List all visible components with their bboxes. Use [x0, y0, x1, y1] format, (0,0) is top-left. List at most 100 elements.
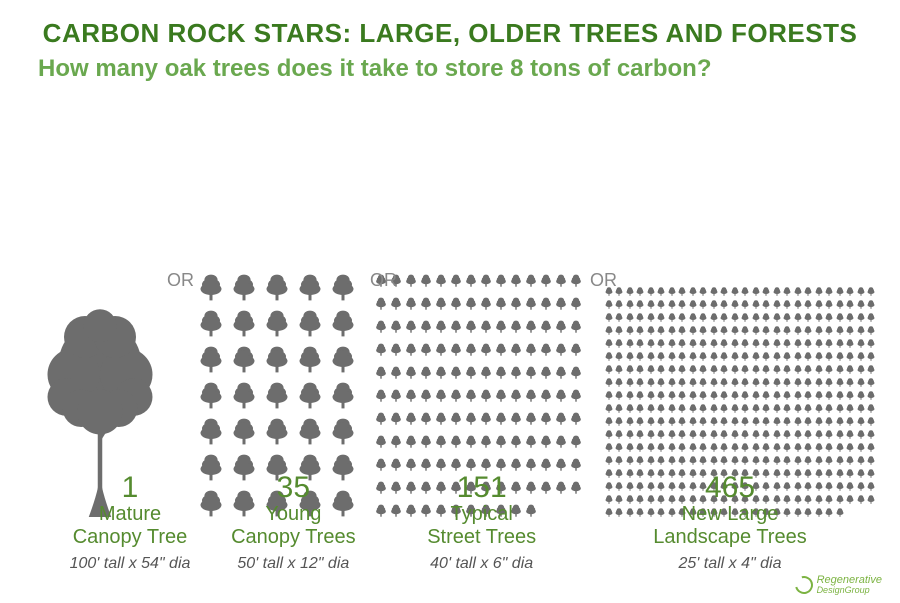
tree-icon — [449, 434, 463, 448]
tree-icon — [295, 271, 325, 301]
tree-icon — [539, 342, 553, 356]
tree-icon — [656, 429, 666, 439]
tree-icon — [751, 364, 761, 374]
tree-icon — [835, 455, 845, 465]
tree-icon — [434, 273, 448, 287]
tree-icon — [803, 299, 813, 309]
tree-icon — [688, 312, 698, 322]
tree-icon — [719, 377, 729, 387]
tree-icon — [793, 364, 803, 374]
tree-icon — [740, 416, 750, 426]
tree-icon — [761, 364, 771, 374]
tree-icon — [604, 429, 614, 439]
tree-icon — [404, 365, 418, 379]
tree-icon — [635, 286, 645, 296]
tree-icon — [730, 364, 740, 374]
tree-icon — [740, 403, 750, 413]
tree-icon — [656, 299, 666, 309]
tree-icon — [793, 338, 803, 348]
tree-icon — [803, 377, 813, 387]
tree-icon — [751, 286, 761, 296]
tree-icon — [814, 390, 824, 400]
tree-icon — [677, 286, 687, 296]
tree-icon — [772, 455, 782, 465]
tree-icon — [814, 377, 824, 387]
tree-icon — [494, 457, 508, 471]
tree-icon — [635, 299, 645, 309]
tree-icon — [604, 403, 614, 413]
tree-icon — [404, 319, 418, 333]
tree-icon — [688, 390, 698, 400]
tree-icon — [751, 416, 761, 426]
tree-icon — [751, 390, 761, 400]
tree-icon — [389, 365, 403, 379]
tree-icon — [688, 416, 698, 426]
tree-icon — [751, 312, 761, 322]
tree-icon — [835, 299, 845, 309]
tree-icon — [730, 403, 740, 413]
tree-icon — [509, 273, 523, 287]
tree-icon — [625, 325, 635, 335]
tree-count: 1 — [50, 473, 210, 503]
tree-icon — [719, 403, 729, 413]
tree-icon — [509, 411, 523, 425]
tree-icon — [449, 411, 463, 425]
tree-icon — [604, 351, 614, 361]
tree-icon — [782, 429, 792, 439]
tree-icon — [656, 286, 666, 296]
tree-icon — [464, 457, 478, 471]
tree-icon — [793, 325, 803, 335]
tree-icon — [688, 364, 698, 374]
tree-icon — [740, 442, 750, 452]
tree-icon — [730, 455, 740, 465]
tree-icon — [554, 411, 568, 425]
tree-icon — [856, 312, 866, 322]
group-label-4: 465New Large Landscape Trees25' tall x 4… — [590, 473, 870, 573]
tree-icon — [656, 403, 666, 413]
tree-group-4 — [600, 177, 880, 517]
tree-icon — [824, 351, 834, 361]
tree-icon — [751, 351, 761, 361]
tree-icon — [656, 377, 666, 387]
tree-icon — [751, 455, 761, 465]
tree-icon — [625, 299, 635, 309]
tree-icon — [740, 429, 750, 439]
tree-icon — [824, 286, 834, 296]
tree-description: Typical Street Trees — [377, 503, 587, 549]
tree-icon — [677, 312, 687, 322]
tree-icon — [419, 296, 433, 310]
tree-icon — [761, 312, 771, 322]
tree-icon — [866, 325, 876, 335]
tree-icon — [761, 455, 771, 465]
tree-icon — [667, 390, 677, 400]
tree-icon — [554, 342, 568, 356]
tree-icon — [782, 416, 792, 426]
tree-description: Mature Canopy Tree — [50, 503, 210, 549]
tree-icon — [625, 286, 635, 296]
tree-icon — [295, 379, 325, 409]
tree-icon — [793, 377, 803, 387]
tree-icon — [262, 343, 292, 373]
tree-icon — [635, 416, 645, 426]
tree-icon — [845, 455, 855, 465]
tree-icon — [569, 411, 583, 425]
tree-icon — [814, 429, 824, 439]
tree-icon — [434, 388, 448, 402]
tree-icon — [449, 365, 463, 379]
tree-icon — [698, 364, 708, 374]
tree-icon — [229, 271, 259, 301]
tree-icon — [677, 416, 687, 426]
or-separator-2: OR — [370, 270, 397, 291]
tree-icon — [494, 365, 508, 379]
tree-icon — [646, 325, 656, 335]
tree-icon — [793, 442, 803, 452]
tree-icon — [539, 296, 553, 310]
tree-icon — [389, 388, 403, 402]
tree-icon — [772, 364, 782, 374]
tree-icon — [677, 351, 687, 361]
tree-icon — [449, 296, 463, 310]
tree-icon — [698, 403, 708, 413]
tree-icon — [835, 390, 845, 400]
tree-icon — [262, 307, 292, 337]
tree-icon — [709, 286, 719, 296]
